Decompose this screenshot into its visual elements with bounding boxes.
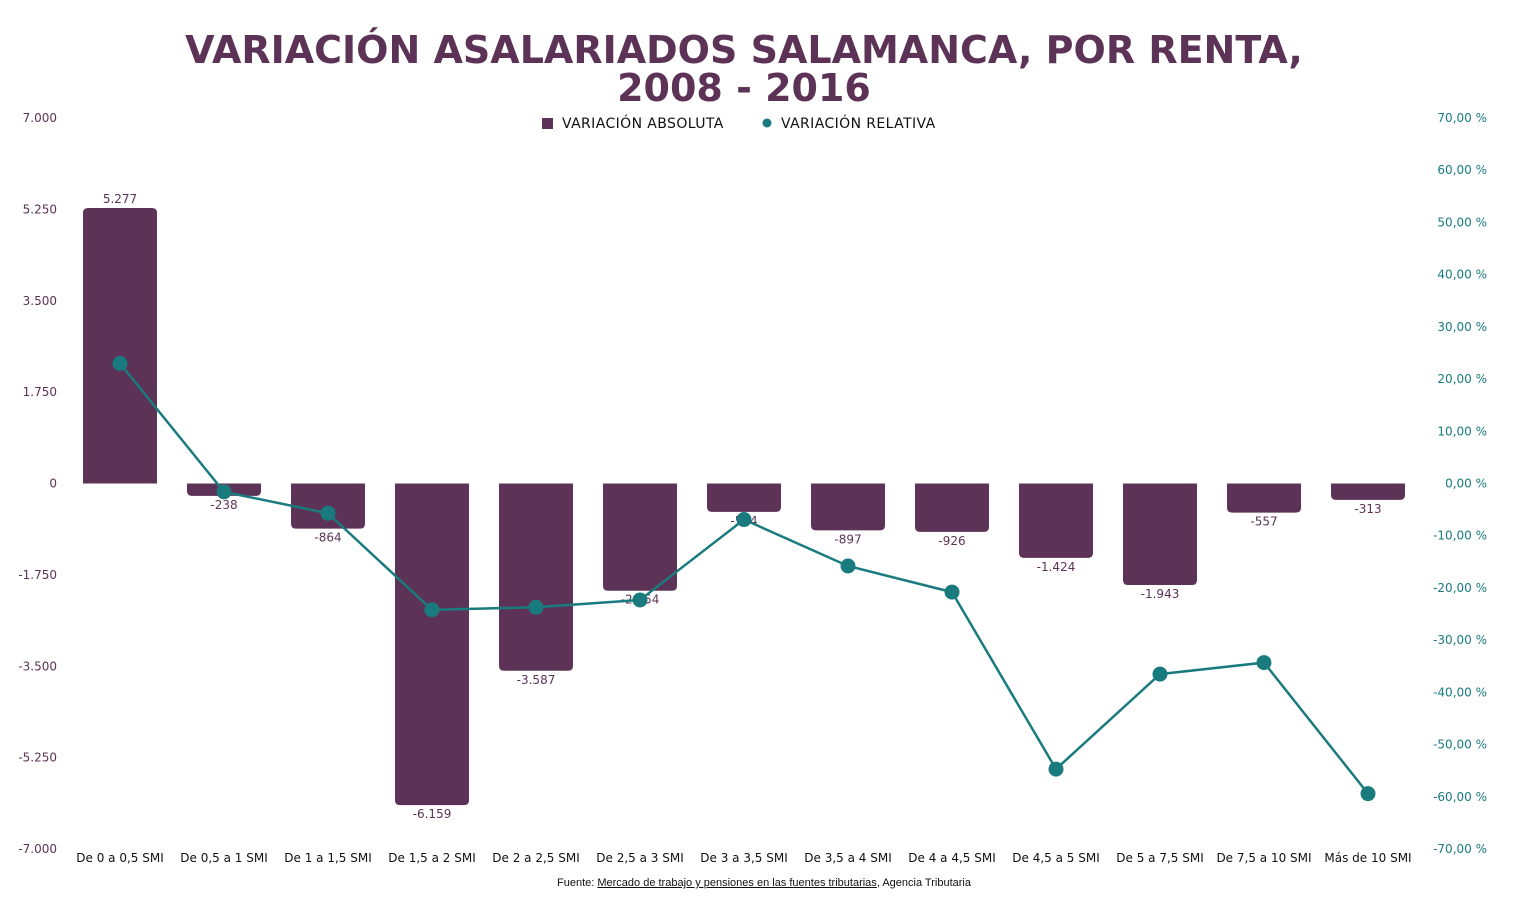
line-point <box>1256 655 1272 671</box>
y-right-tick-label: 10,00 % <box>1437 424 1487 438</box>
bar <box>915 483 989 532</box>
bar-data-label: -1.424 <box>1037 560 1076 574</box>
x-category-label: De 1 a 1,5 SMI <box>284 851 371 865</box>
y-right-tick-label: 30,00 % <box>1437 320 1487 334</box>
y-left-tick-label: -7.000 <box>18 842 57 856</box>
chart-title-line-2: 2008 - 2016 <box>617 66 871 110</box>
y-right-tick-label: -70,00 % <box>1433 842 1487 856</box>
bar <box>1331 483 1405 500</box>
y-right-tick-label: 0,00 % <box>1445 477 1487 491</box>
bar-data-label: -897 <box>834 532 861 546</box>
bar <box>1019 483 1093 558</box>
line-point <box>944 584 960 600</box>
y-axis-right: 70,00 % 60,00 % 50,00 % 40,00 % 30,00 % 20,00… <box>1433 111 1487 856</box>
bar <box>811 483 885 531</box>
y-left-tick-label: -5.250 <box>18 751 57 765</box>
x-category-label: De 3 a 3,5 SMI <box>700 851 787 865</box>
line-point <box>320 505 336 521</box>
legend-label-relativa: VARIACIÓN RELATIVA <box>781 114 936 132</box>
x-category-label: De 0 a 0,5 SMI <box>76 851 163 865</box>
source-link[interactable]: Mercado de trabajo y pensiones en las fu… <box>597 877 877 889</box>
line-point <box>1152 666 1168 682</box>
y-right-tick-label: 20,00 % <box>1437 372 1487 386</box>
y-left-tick-label: 7.000 <box>23 111 57 125</box>
bar <box>603 483 677 591</box>
x-category-label: De 7,5 a 10 SMI <box>1216 851 1311 865</box>
source-note: Fuente: Mercado de trabajo y pensiones e… <box>0 877 1528 889</box>
bar-data-label: 5.277 <box>103 192 137 206</box>
x-category-label: Más de 10 SMI <box>1324 851 1411 865</box>
bar-data-label: -238 <box>210 498 237 512</box>
bar-data-label: -557 <box>1250 515 1277 529</box>
bar <box>707 483 781 512</box>
x-category-label: De 0,5 a 1 SMI <box>180 851 267 865</box>
y-right-tick-label: 40,00 % <box>1437 268 1487 282</box>
y-left-tick-label: -3.500 <box>18 659 57 673</box>
x-category-label: De 2 a 2,5 SMI <box>492 851 579 865</box>
bar-data-label: -313 <box>1354 502 1381 516</box>
y-right-tick-label: -60,00 % <box>1433 790 1487 804</box>
y-right-tick-label: 60,00 % <box>1437 163 1487 177</box>
chart-title: VARIACIÓN ASALARIADOS SALAMANCA, POR REN… <box>185 28 1303 110</box>
chart-title-line-1: VARIACIÓN ASALARIADOS SALAMANCA, POR REN… <box>185 28 1303 72</box>
bar-data-label: -1.943 <box>1141 587 1180 601</box>
source-prefix: Fuente: <box>557 877 598 889</box>
line-series <box>112 355 1376 802</box>
legend-swatch-relativa <box>762 118 772 128</box>
y-right-tick-label: 50,00 % <box>1437 215 1487 229</box>
x-axis-categories: De 0 a 0,5 SMI De 0,5 a 1 SMI De 1 a 1,5 S… <box>76 851 1411 865</box>
y-right-tick-label: -30,00 % <box>1433 633 1487 647</box>
bar <box>83 207 157 484</box>
source-suffix: , Agencia Tributaria <box>876 877 971 889</box>
x-category-label: De 4 a 4,5 SMI <box>908 851 995 865</box>
bar <box>1123 483 1197 585</box>
y-left-tick-label: 5.250 <box>23 202 57 216</box>
line-point <box>736 512 752 528</box>
bar-data-label: -3.587 <box>517 673 556 687</box>
line-point <box>216 484 232 500</box>
line-point <box>840 558 856 574</box>
bar-data-label: -926 <box>938 534 965 548</box>
line-point <box>424 602 440 618</box>
line-point <box>632 592 648 608</box>
y-left-tick-label: 3.500 <box>23 294 57 308</box>
y-right-tick-label: 70,00 % <box>1437 111 1487 125</box>
line-point <box>1048 761 1064 777</box>
legend: VARIACIÓN ABSOLUTA VARIACIÓN RELATIVA <box>542 114 936 132</box>
x-category-label: De 4,5 a 5 SMI <box>1012 851 1099 865</box>
y-left-tick-label: 0 <box>49 477 57 491</box>
x-category-label: De 1,5 a 2 SMI <box>388 851 475 865</box>
line-point <box>112 355 128 371</box>
y-right-tick-label: -50,00 % <box>1433 738 1487 752</box>
y-axis-left: 7.000 5.250 3.500 1.750 0 -1.750 -3.500 -5.250 -… <box>18 111 57 856</box>
line-point <box>528 599 544 615</box>
bar <box>395 483 469 806</box>
y-left-tick-label: 1.750 <box>23 385 57 399</box>
y-right-tick-label: -10,00 % <box>1433 529 1487 543</box>
bar <box>499 483 573 671</box>
line-point <box>1360 786 1376 802</box>
bar-data-label: -6.159 <box>413 807 452 821</box>
bar-data-label: -864 <box>314 531 341 545</box>
y-left-tick-label: -1.750 <box>18 568 57 582</box>
bar <box>1227 483 1301 513</box>
x-category-label: De 2,5 a 3 SMI <box>596 851 683 865</box>
x-category-label: De 5 a 7,5 SMI <box>1116 851 1203 865</box>
y-right-tick-label: -40,00 % <box>1433 685 1487 699</box>
bar-series <box>83 207 1405 806</box>
x-category-label: De 3,5 a 4 SMI <box>804 851 891 865</box>
y-right-tick-label: -20,00 % <box>1433 581 1487 595</box>
legend-label-absoluta: VARIACIÓN ABSOLUTA <box>562 114 724 132</box>
legend-swatch-absoluta <box>542 118 553 129</box>
